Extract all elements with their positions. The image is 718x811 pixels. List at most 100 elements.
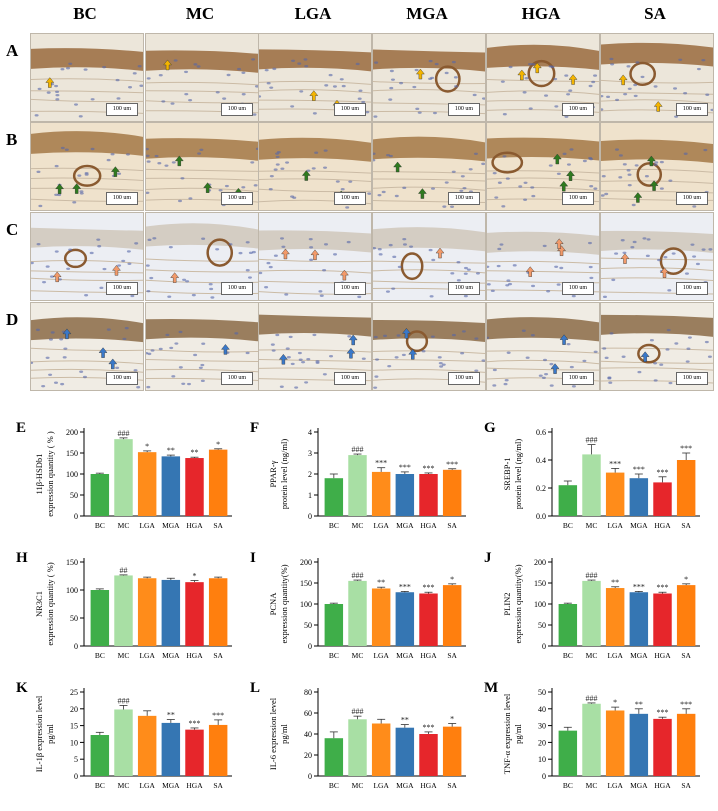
x-tick-label: BC [329, 781, 339, 790]
significance-mark: ### [352, 707, 364, 716]
significance-mark: *** [680, 700, 692, 709]
scale-bar: 100 um [448, 192, 480, 205]
bar-sa [208, 578, 228, 646]
significance-mark: *** [189, 719, 201, 728]
significance-mark: ### [118, 696, 130, 705]
x-tick-label: LGA [607, 781, 623, 790]
chart-panel-e: E 0 50 100 150 200 11β-HSDb1 expression quantit… [14, 418, 240, 546]
micrograph-b-mc: 100 um [145, 122, 259, 211]
scale-bar: 100 um [562, 282, 594, 295]
x-tick-label: MC [118, 781, 130, 790]
bar-hga [419, 734, 438, 776]
scale-bar: 100 um [448, 282, 480, 295]
y-tick-label: 0 [74, 642, 78, 651]
y-axis-label: pg/ml [513, 723, 523, 743]
y-tick-label: 0 [308, 772, 312, 781]
x-tick-label: BC [563, 651, 573, 660]
bar-lga [137, 452, 157, 516]
significance-mark: ### [586, 694, 598, 703]
x-tick-label: MGA [162, 521, 180, 530]
y-axis-label: expression quantity(%) [513, 564, 523, 643]
bar-mc [348, 455, 367, 516]
scale-bar: 100 um [106, 282, 138, 295]
bar-lga [605, 472, 625, 516]
y-axis-label: expression quantity ( % ) [45, 431, 55, 517]
x-tick-label: SA [681, 521, 691, 530]
x-tick-label: MC [586, 781, 598, 790]
bar-sa [676, 713, 696, 776]
y-tick-label: 200 [300, 558, 312, 567]
significance-mark: * [450, 575, 454, 584]
bar-sa [676, 460, 696, 516]
scale-bar: 100 um [221, 192, 253, 205]
bar-hga [185, 458, 204, 516]
significance-mark: *** [609, 459, 621, 468]
x-tick-label: LGA [373, 521, 389, 530]
bar-lga [137, 715, 157, 776]
y-tick-label: 40 [304, 730, 312, 739]
bar-chart-l: L 0 20 40 60 80 IL-6 expression level pg/ml BC ##… [250, 680, 466, 790]
x-tick-label: MC [352, 521, 364, 530]
significance-mark: *** [399, 582, 411, 591]
y-axis-label: NR3C1 [34, 591, 44, 617]
x-tick-label: HGA [186, 521, 203, 530]
y-axis-label: PCNA [268, 592, 278, 616]
y-tick-label: 25 [70, 688, 78, 697]
significance-mark: *** [423, 583, 435, 592]
panel-label: L [250, 680, 260, 696]
x-tick-label: MC [118, 651, 130, 660]
bar-hga [653, 718, 672, 776]
bar-mga [395, 474, 415, 516]
chart-panel-i: I 0 50 100 150 200 PCNA expression quantity(%) B… [248, 548, 474, 676]
significance-mark: ### [352, 571, 364, 580]
x-tick-label: LGA [139, 521, 155, 530]
y-axis-label: protein level (ng/ml) [513, 439, 523, 510]
bar-mga [395, 727, 415, 776]
y-tick-label: 1 [308, 491, 312, 500]
scale-bar: 100 um [221, 372, 253, 385]
bar-mga [161, 722, 181, 776]
micrograph-c-bc: 100 um [30, 212, 144, 301]
x-tick-label: SA [447, 781, 457, 790]
chart-panel-j: J 0 50 100 150 200 PLIN2 expression quantity(%)… [482, 548, 708, 676]
y-axis-label: SREBP-1 [502, 457, 512, 490]
y-tick-label: 100 [534, 600, 546, 609]
significance-mark: *** [633, 465, 645, 474]
panel-label: K [16, 680, 28, 696]
x-tick-label: MC [586, 521, 598, 530]
y-axis-label: PLIN2 [502, 592, 512, 615]
bar-mga [161, 456, 181, 516]
significance-mark: ** [377, 578, 385, 587]
scale-bar: 100 um [676, 103, 708, 116]
y-tick-label: 0.2 [536, 484, 546, 493]
column-header-hga: HGA [521, 4, 561, 23]
y-tick-label: 30 [538, 722, 546, 731]
y-axis-label: protein level (ng/ml) [279, 439, 289, 510]
micrograph-a-lga: 100 um [258, 33, 372, 122]
x-tick-label: SA [447, 521, 457, 530]
bar-bc [324, 478, 344, 516]
significance-mark: * [450, 715, 454, 724]
bar-chart-k: K 0 5 10 15 20 25 IL-1β expression level pg/ml BC… [16, 680, 232, 790]
y-tick-label: 60 [304, 709, 312, 718]
bar-chart-i: I 0 50 100 150 200 PCNA expression quantity(%) B… [250, 550, 466, 660]
scale-bar: 100 um [334, 192, 366, 205]
bar-lga [371, 588, 391, 646]
x-tick-label: MC [352, 781, 364, 790]
scale-bar: 100 um [106, 372, 138, 385]
micrograph-d-bc: 100 um [30, 302, 144, 391]
y-tick-label: 0.6 [536, 428, 546, 437]
significance-mark: ### [586, 436, 598, 445]
chart-panel-g: G 0.0 0.2 0.4 0.6 SREBP-1 protein level (ng/ml… [482, 418, 708, 546]
significance-mark: ## [120, 566, 128, 575]
bar-hga [653, 593, 672, 646]
y-tick-label: 40 [538, 705, 546, 714]
bar-sa [208, 724, 228, 776]
bar-chart-g: G 0.0 0.2 0.4 0.6 SREBP-1 protein level (ng/ml… [484, 420, 700, 530]
micrograph-c-hga: 100 um [486, 212, 600, 301]
significance-mark: *** [657, 708, 669, 717]
bar-bc [558, 485, 578, 516]
row-label-d: D [6, 310, 19, 329]
chart-panel-h: H 0 50 100 150 NR3C1 expression quantity ( %) B… [14, 548, 240, 676]
y-axis-label: PPAR-γ [268, 460, 278, 487]
